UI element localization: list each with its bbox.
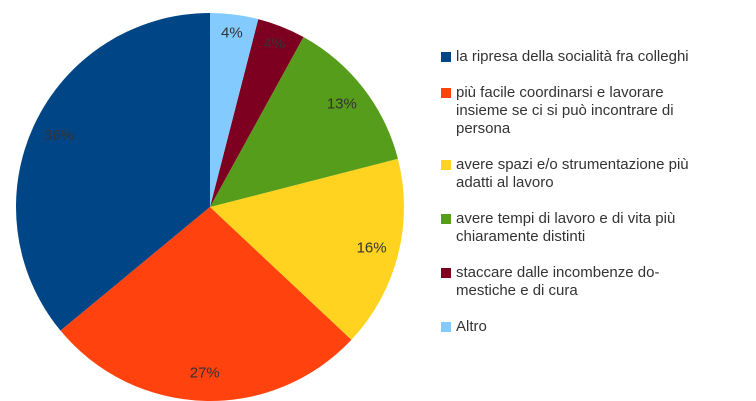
legend-swatch bbox=[441, 322, 451, 332]
legend-label: Altro bbox=[456, 318, 487, 335]
slice-label: 4% bbox=[221, 25, 243, 42]
legend-swatch bbox=[441, 52, 451, 62]
pie-slice bbox=[210, 158, 404, 340]
legend-swatch bbox=[441, 160, 451, 170]
pie-slice bbox=[16, 13, 210, 331]
legend-label: avere tempi di lavoro e di vita più chiar… bbox=[456, 210, 675, 245]
pie-slice bbox=[210, 13, 259, 207]
legend-swatch bbox=[441, 214, 451, 224]
legend-label: avere spazi e/o strumentazione più adatti… bbox=[456, 156, 689, 191]
pie-slice bbox=[60, 207, 352, 401]
slice-label: 4% bbox=[263, 36, 285, 53]
legend-label: più facile coordinarsi e lavorare insieme… bbox=[456, 84, 674, 137]
slice-label: 13% bbox=[327, 96, 357, 113]
slice-label: 36% bbox=[44, 127, 74, 144]
legend-swatch bbox=[441, 268, 451, 278]
legend-label: la ripresa della socialità fra colleghi bbox=[456, 48, 689, 65]
pie-slice bbox=[210, 19, 304, 208]
pie-slice bbox=[210, 36, 398, 207]
legend-label: staccare dalle incombenze do-mestiche e … bbox=[456, 264, 659, 299]
slice-label: 16% bbox=[357, 239, 387, 256]
slice-label: 27% bbox=[190, 365, 220, 382]
legend-swatch bbox=[441, 88, 451, 98]
